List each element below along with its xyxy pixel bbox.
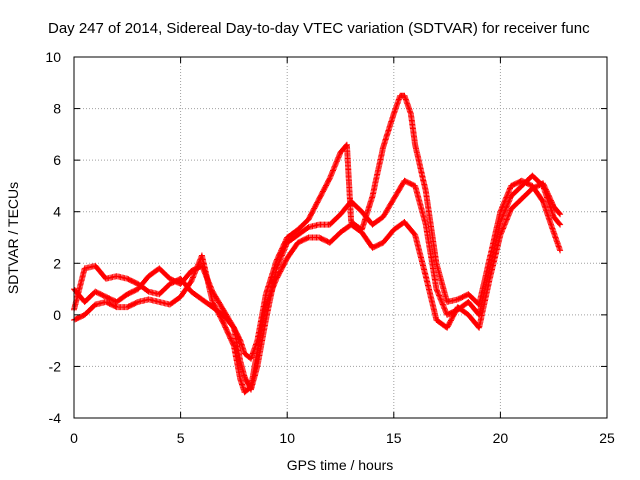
y-tick-label: 2 <box>53 255 61 271</box>
y-tick-label: 6 <box>53 152 61 168</box>
x-axis-ticks: 0 5 10 15 20 25 <box>70 57 615 446</box>
x-tick-label: 25 <box>599 430 615 446</box>
x-tick-label: 5 <box>177 430 185 446</box>
y-tick-label: -2 <box>49 358 62 374</box>
plot-frame <box>73 56 608 419</box>
y-tick-label: 4 <box>53 204 61 220</box>
x-tick-label: 15 <box>386 430 402 446</box>
y-tick-label: -4 <box>49 410 62 426</box>
x-tick-label: 0 <box>70 430 78 446</box>
x-axis-label: GPS time / hours <box>287 457 394 473</box>
y-axis-label: SDTVAR / TECUs <box>5 182 21 294</box>
y-tick-label: 8 <box>53 101 61 117</box>
x-tick-label: 10 <box>279 430 295 446</box>
y-axis-ticks: -4 -2 0 2 4 6 8 10 <box>45 49 607 426</box>
y-tick-label: 10 <box>45 49 61 65</box>
data-markers <box>71 92 564 396</box>
y-tick-label: 0 <box>53 307 61 323</box>
x-tick-label: 20 <box>493 430 509 446</box>
plot-border <box>73 56 608 419</box>
chart-title: Day 247 of 2014, Sidereal Day-to-day VTE… <box>48 20 590 37</box>
